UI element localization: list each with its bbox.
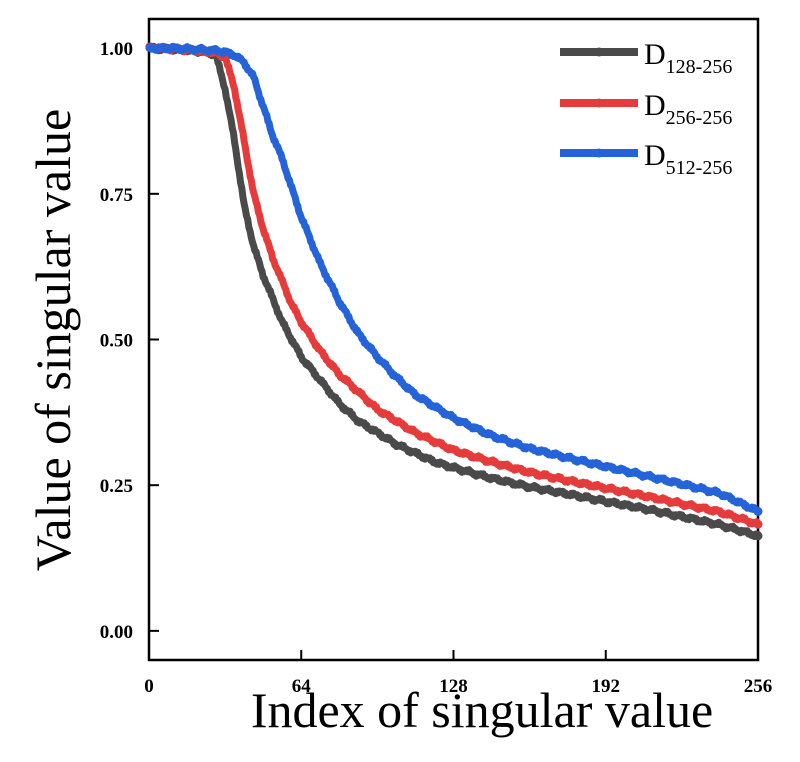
x-axis-ticks: 0 64 128 192 256: [144, 650, 772, 697]
series-lines: [145, 42, 763, 541]
legend-label: D128-256: [644, 38, 732, 78]
y-tick-label: 0.75: [100, 185, 133, 206]
x-tick-label: 128: [439, 676, 468, 697]
x-tick-label: 64: [292, 676, 312, 697]
series-line: [145, 42, 762, 528]
series-end-marker: [753, 506, 763, 516]
y-axis-title: Value of singular value: [25, 109, 81, 571]
series-line: [145, 42, 762, 515]
x-tick-label: 256: [744, 676, 773, 697]
y-tick-label: 0.50: [100, 331, 133, 352]
y-tick-label: 1.00: [100, 39, 133, 60]
y-tick-label: 0.00: [100, 622, 133, 643]
legend-label: D256-256: [644, 89, 732, 129]
legend-label: D512-256: [644, 139, 732, 179]
series-end-marker: [753, 531, 763, 541]
x-tick-label: 0: [144, 676, 154, 697]
y-tick-label: 0.25: [100, 476, 133, 497]
series-end-marker: [753, 519, 763, 529]
series-line: [145, 42, 762, 540]
legend: D128-256 D256-256 D512-256: [560, 38, 732, 179]
legend-marker: [594, 148, 604, 158]
legend-marker: [594, 98, 604, 108]
legend-marker: [594, 47, 604, 57]
x-tick-label: 192: [592, 676, 621, 697]
x-axis-title: Index of singular value: [251, 682, 713, 738]
